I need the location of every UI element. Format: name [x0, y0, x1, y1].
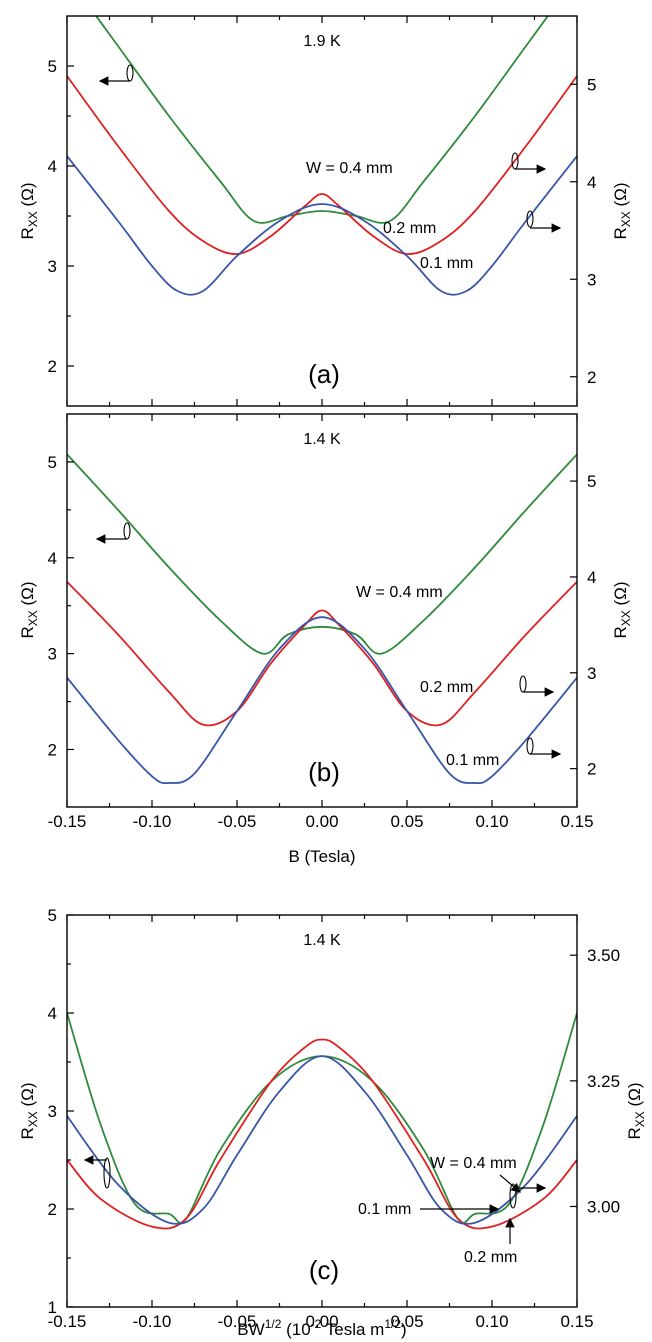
- panel-c-y-left-tick-label: 2: [48, 1200, 57, 1219]
- panel-b-x-axis-label: B (Tesla): [288, 847, 355, 866]
- panel-c-left-axis-label: RXX (Ω): [18, 1082, 40, 1139]
- panel-b-x-tick-label: -0.10: [133, 812, 172, 831]
- panel-c-series-w04: [67, 1012, 577, 1224]
- panel-a-curves: [67, 16, 577, 296]
- panel-c-x-axis-label: BW1/2 (10-2 Tesla m1/2): [237, 1317, 406, 1339]
- panel-c-x-tick-label: 0.15: [560, 1312, 593, 1331]
- panel-c: -0.15 -0.10 -0.05 0.00 0.05 0.10 0.15 1 2 3 4 5 3.00…: [18, 906, 647, 1339]
- panel-b-label-w01: 0.1 mm: [446, 752, 499, 769]
- panel-c-y-left-tick-label: 1: [48, 1298, 57, 1317]
- panel-a-axis-markers: [98, 64, 562, 233]
- panel-a-ticks: 2 3 4 5 2 3 4 5: [48, 16, 596, 406]
- panel-a-y-left-tick-label: 3: [48, 257, 57, 276]
- panel-b-x-tick-label: 0.05: [390, 812, 423, 831]
- panel-b-right-marker-ellipse-1: [519, 675, 527, 693]
- panel-c-temperature: 1.4 K: [303, 932, 341, 949]
- panel-b: -0.15 -0.10 -0.05 0.00 0.05 0.10 0.1523452345 …: [18, 413, 633, 866]
- panel-c-y-right-tick-label: 3.50: [587, 946, 620, 965]
- panel-a-label: (a): [308, 359, 340, 389]
- panel-a-y-right-tick-label: 5: [587, 75, 596, 94]
- panel-c-y-right-tick-label: 3.25: [587, 1072, 620, 1091]
- panel-b-x-tick-label: 0.10: [475, 812, 508, 831]
- panel-b-y-right-tick-label: 4: [587, 568, 596, 587]
- panel-a-y-left-tick-label: 2: [48, 357, 57, 376]
- panel-c-curves: [67, 1012, 577, 1230]
- panel-c-x-tick-label: 0.00: [305, 1312, 338, 1331]
- panel-c-axis-markers: [83, 1155, 547, 1244]
- panel-a-y-right-tick-label: 2: [587, 368, 596, 387]
- panel-c-x-tick-label: -0.10: [133, 1312, 172, 1331]
- panel-b-x-tick-label: 0.00: [305, 812, 338, 831]
- panel-b-y-right-tick-label: 5: [587, 472, 596, 491]
- panel-a-left-axis-label: RXX (Ω): [18, 182, 40, 239]
- panel-b-y-left-tick-label: 4: [48, 549, 57, 568]
- panel-c-left-marker-ellipse: [103, 1157, 111, 1189]
- panel-c-ticks: -0.15 -0.10 -0.05 0.00 0.05 0.10 0.15 1 2 3 4 5 3.00…: [48, 906, 621, 1331]
- panel-b-label-w04: W = 0.4 mm: [356, 584, 443, 601]
- panel-a-right-marker-ellipse-2: [526, 210, 534, 228]
- panel-a-y-left-tick-label: 5: [48, 57, 57, 76]
- panel-c-y-left-tick-label: 3: [48, 1102, 57, 1121]
- panel-b-curves: [67, 453, 577, 785]
- panel-c-y-left-tick-label: 5: [48, 906, 57, 925]
- panel-b-y-left-tick-label: 2: [48, 740, 57, 759]
- panel-a-series-w02: [67, 75, 577, 255]
- panel-a-label-w04: W = 0.4 mm: [306, 160, 393, 177]
- panel-b-x-tick-label: 0.15: [560, 812, 593, 831]
- panel-c-series-w01: [67, 1055, 577, 1225]
- panel-a-left-marker-ellipse: [126, 64, 134, 82]
- panel-b-series-w01: [67, 616, 577, 785]
- panel-b-y-right-tick-label: 2: [587, 760, 596, 779]
- panel-a-y-right-tick-label: 3: [587, 270, 596, 289]
- panel-a-right-axis-label: RXX (Ω): [611, 182, 633, 239]
- panel-b-series-w02: [67, 581, 577, 727]
- panel-b-left-marker-ellipse: [123, 522, 131, 540]
- panel-a-series-w04: [95, 16, 549, 224]
- panel-b-y-right-tick-label: 3: [587, 664, 596, 683]
- panel-b-label-w02: 0.2 mm: [420, 679, 473, 696]
- panel-a-series-w01: [67, 155, 577, 296]
- panel-c-label-w04: W = 0.4 mm: [430, 1155, 517, 1172]
- panel-a-temperature: 1.9 K: [303, 33, 341, 50]
- panel-b-x-tick-label: -0.15: [48, 812, 87, 831]
- panel-b-temperature: 1.4 K: [303, 431, 341, 448]
- panel-c-x-tick-label: 0.10: [475, 1312, 508, 1331]
- panel-a-y-left-tick-label: 4: [48, 157, 57, 176]
- panel-b-axis-markers: [95, 522, 562, 759]
- panel-a-label-w02: 0.2 mm: [383, 220, 436, 237]
- panel-b-left-axis-label: RXX (Ω): [18, 581, 40, 638]
- panel-b-label: (b): [308, 757, 340, 787]
- panel-c-series-w02: [67, 1038, 577, 1230]
- panel-b-y-left-tick-label: 5: [48, 453, 57, 472]
- panel-a: 2 3 4 5 2 3 4 5 RXX (Ω) RXX (Ω) 1.9 K (a) W = 0…: [18, 15, 633, 407]
- panel-c-y-right-tick-label: 3.00: [587, 1197, 620, 1216]
- panel-b-series-w04: [67, 453, 577, 655]
- panel-c-right-axis-label: RXX (Ω): [625, 1082, 647, 1139]
- panel-c-y-left-tick-label: 4: [48, 1004, 57, 1023]
- panel-b-x-tick-label: -0.05: [218, 812, 257, 831]
- panel-a-label-w01: 0.1 mm: [420, 255, 473, 272]
- panel-c-w04-pointer: [499, 1174, 521, 1193]
- panel-b-y-left-tick-label: 3: [48, 645, 57, 664]
- panel-b-right-axis-label: RXX (Ω): [611, 581, 633, 638]
- panel-c-x-tick-label: -0.05: [218, 1312, 257, 1331]
- panel-b-right-marker-ellipse-2: [526, 737, 534, 755]
- panel-c-label-w02: 0.2 mm: [464, 1249, 517, 1266]
- panel-c-x-tick-label: 0.05: [390, 1312, 423, 1331]
- panel-c-label: (c): [309, 1255, 339, 1285]
- panel-b-ticks: -0.15 -0.10 -0.05 0.00 0.05 0.10 0.15 2 3 4 5 2 3 4 5: [48, 414, 596, 831]
- panel-a-y-right-tick-label: 4: [587, 173, 596, 192]
- panel-c-label-w01: 0.1 mm: [358, 1201, 411, 1218]
- panel-c-x-tick-label: -0.15: [48, 1312, 87, 1331]
